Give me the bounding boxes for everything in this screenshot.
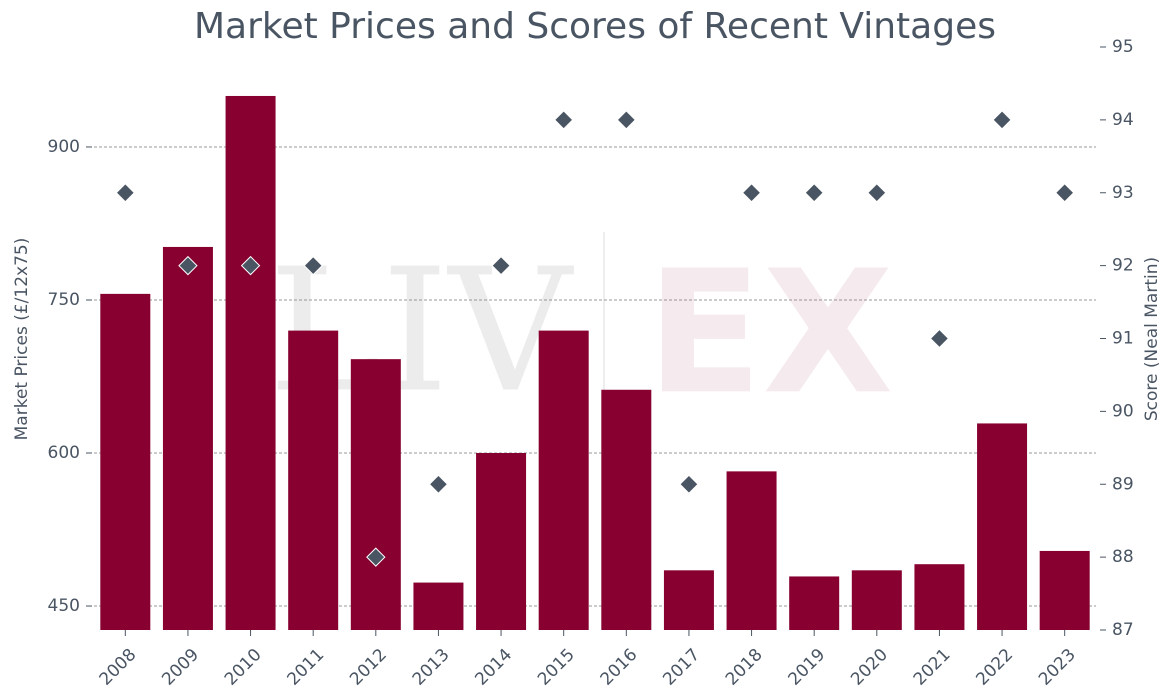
y2-tick-label: 89 [1112, 474, 1134, 494]
score-marker [992, 110, 1012, 130]
bar [601, 389, 652, 630]
score-marker [616, 110, 637, 130]
bar [851, 570, 902, 630]
score-marker [804, 183, 824, 203]
x-tick-label: 2015 [534, 645, 579, 690]
y2-tick-label: 88 [1112, 547, 1134, 567]
x-tick-label: 2019 [785, 645, 830, 690]
score-marker [240, 255, 261, 276]
score-marker [679, 474, 699, 494]
bar [914, 564, 965, 630]
bar [225, 95, 276, 630]
x-tick-label: 2013 [409, 645, 454, 690]
bar [538, 330, 589, 630]
y2-tick-label: 90 [1112, 401, 1134, 421]
y-tick-label: 450 [48, 596, 80, 616]
x-tick-label: 2020 [847, 645, 892, 690]
score-marker [1054, 183, 1075, 203]
watermark: EX [646, 234, 893, 432]
y-tick-label: 900 [48, 137, 80, 157]
bar [162, 246, 213, 630]
bar [977, 423, 1028, 630]
score-marker [867, 183, 887, 203]
bar [1039, 550, 1090, 630]
x-tick-label: 2023 [1035, 645, 1080, 690]
chart-title: Market Prices and Scores of Recent Vinta… [194, 6, 996, 47]
x-tick-label: 2022 [972, 645, 1017, 690]
bar [663, 570, 714, 630]
x-tick-label: 2016 [597, 645, 642, 690]
y2-tick-label: 87 [1112, 620, 1134, 640]
score-marker [929, 328, 950, 349]
y2-tick-label: 91 [1112, 329, 1134, 349]
score-marker [115, 183, 136, 203]
bar [100, 293, 151, 630]
x-tick-label: 2010 [221, 645, 266, 690]
x-tick-label: 2012 [346, 645, 391, 690]
score-marker [366, 547, 386, 567]
x-tick-label: 2009 [158, 645, 203, 690]
x-tick-label: 2008 [96, 645, 141, 690]
score-marker [428, 474, 449, 494]
score-marker [553, 110, 574, 130]
score-marker [178, 255, 198, 276]
score-marker [491, 255, 511, 276]
score-marker [303, 255, 323, 276]
y-tick-label: 600 [48, 443, 80, 463]
y2-tick-label: 92 [1112, 256, 1134, 276]
bar [789, 576, 840, 630]
y2-tick-label: 95 [1112, 37, 1134, 57]
bar [476, 453, 527, 630]
y2-tick-label: 94 [1112, 110, 1134, 130]
x-tick-label: 2021 [910, 645, 955, 690]
bar [350, 359, 401, 630]
bar [726, 471, 777, 630]
x-tick-label: 2011 [284, 645, 329, 690]
x-tick-label: 2017 [659, 645, 704, 690]
y-axis-label: Market Prices (£/12x75) [12, 238, 32, 441]
score-marker [741, 183, 762, 203]
bar [413, 582, 464, 630]
y2-axis-label: Score (Neal Martin) [1142, 257, 1162, 421]
y-tick-label: 750 [48, 290, 80, 310]
y2-tick-label: 93 [1112, 183, 1134, 203]
x-tick-label: 2014 [471, 645, 516, 690]
x-tick-label: 2018 [722, 645, 767, 690]
bar [288, 330, 339, 630]
